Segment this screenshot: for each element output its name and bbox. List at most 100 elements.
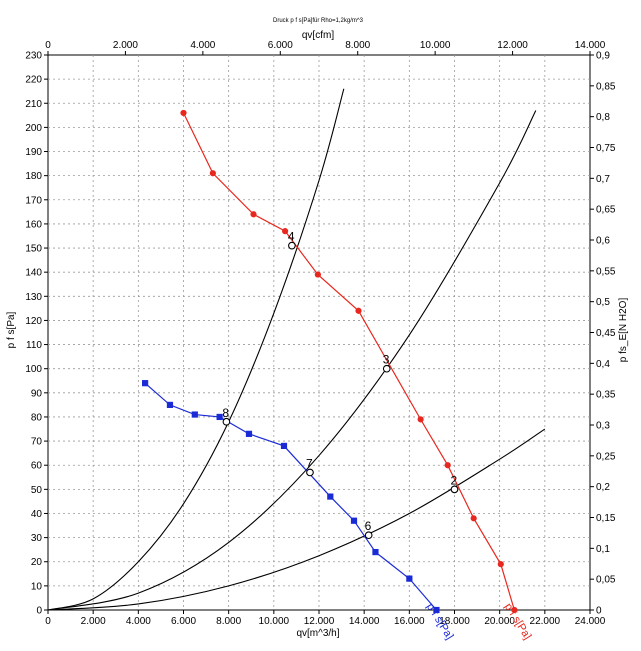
y-tick-label: 210 <box>25 99 42 110</box>
y2-tick-label: 0 <box>596 606 602 617</box>
y2-tick-label: 0,35 <box>596 390 616 401</box>
x-tick-label: 10.000 <box>259 616 290 627</box>
x-tick-label: 24.000 <box>575 616 606 627</box>
data-point-1 <box>180 109 187 117</box>
x2-tick-label: 12.000 <box>497 40 528 51</box>
data-point-1 <box>355 307 362 314</box>
y2-tick-label: 0,3 <box>596 421 610 432</box>
x-tick-label: 20.000 <box>484 616 515 627</box>
operating-point-label: 2 <box>451 473 458 487</box>
y-tick-label: 110 <box>26 340 42 351</box>
y-tick-label: 20 <box>31 557 43 568</box>
plot-area: 0 2.000 4.000 6.000 8.000 10.000 12.000 14.000 1… <box>25 40 616 642</box>
operating-point-marker <box>222 417 231 426</box>
data-point-1 <box>417 416 424 423</box>
x2-tick-label: 10.000 <box>420 40 451 51</box>
data-point-2 <box>216 413 223 421</box>
y2-tick-label: 0,6 <box>596 236 610 247</box>
system-curve-1 <box>47 88 345 611</box>
x-tick-label: 18.000 <box>439 616 470 627</box>
data-point-1 <box>497 561 504 568</box>
x2-tick-label: 2.000 <box>113 40 138 51</box>
x-tick-label: 4.000 <box>126 616 151 627</box>
data-point-1 <box>282 228 289 235</box>
y-tick-label: 80 <box>31 412 43 423</box>
x2-axis-label: qv[cfm] <box>302 30 334 41</box>
y-tick-label: 120 <box>25 316 42 327</box>
x2-tick-label: 4.000 <box>190 40 215 51</box>
data-point-1 <box>314 271 321 278</box>
y-tick-label: 70 <box>31 437 43 448</box>
x-tick-label: 16.000 <box>394 616 425 627</box>
y-tick-label: 170 <box>25 195 42 206</box>
y-tick-label: 200 <box>25 123 42 134</box>
x-tick-label: 14.000 <box>349 616 380 627</box>
y2-tick-label: 0,55 <box>596 266 616 277</box>
chart-title: Druck p f s[Pa]für Rho=1,2kg/m^3 <box>273 18 364 24</box>
operating-point-marker <box>288 241 296 250</box>
data-point-2 <box>166 401 174 408</box>
y-tick-label: 190 <box>25 147 42 158</box>
y2-tick-label: 0,9 <box>596 51 610 62</box>
y2-tick-label: 0,2 <box>596 482 610 493</box>
operating-point-label: 3 <box>383 353 390 367</box>
system-curve-2 <box>47 110 537 611</box>
series-line-1 <box>182 112 515 611</box>
operating-point-label: 7 <box>306 456 313 470</box>
x2-tick-label: 14.000 <box>575 40 606 51</box>
y-tick-label: 100 <box>25 364 42 375</box>
data-point-1 <box>209 170 216 177</box>
operating-point-marker <box>450 485 459 494</box>
data-point-2 <box>142 380 149 387</box>
y-tick-label: 90 <box>31 388 43 399</box>
data-point-1 <box>470 515 477 522</box>
y2-tick-label: 0,25 <box>596 451 616 462</box>
y2-tick-label: 0,7 <box>596 174 610 185</box>
x-tick-label: 6.000 <box>171 616 196 627</box>
y-tick-label: 130 <box>25 292 42 303</box>
x2-tick-label: 6.000 <box>268 40 293 51</box>
x-tick-label: 0 <box>45 616 51 627</box>
data-point-1 <box>511 606 518 614</box>
y-tick-label: 10 <box>31 581 43 592</box>
y-tick-label: 230 <box>25 51 42 62</box>
data-point-2 <box>372 548 379 556</box>
x-axis-label: qv[m^3/h] <box>296 628 339 639</box>
operating-point-marker <box>306 468 314 477</box>
operating-point-label: 6 <box>365 519 372 533</box>
data-point-1 <box>250 211 257 218</box>
x-tick-label: 8.000 <box>216 616 241 627</box>
x2-tick-label: 0 <box>45 40 51 51</box>
operating-point-label: 8 <box>222 406 229 420</box>
y-tick-label: 180 <box>25 171 42 182</box>
y2-tick-label: 0,4 <box>596 359 610 370</box>
y2-tick-label: 0,75 <box>596 143 616 154</box>
x-tick-label: 12.000 <box>304 616 335 627</box>
y2-tick-label: 0,15 <box>596 513 616 524</box>
y-tick-label: 60 <box>31 461 43 472</box>
y2-axis-label: p fs_E[N H2O] <box>618 298 629 363</box>
data-point-2 <box>191 411 198 418</box>
x2-tick-label: 8.000 <box>345 40 370 51</box>
y2-tick-label: 0,1 <box>596 544 610 555</box>
data-point-2 <box>433 606 440 614</box>
operating-point-marker <box>382 364 391 373</box>
y2-tick-label: 0,5 <box>596 297 610 308</box>
data-point-2 <box>245 430 253 437</box>
data-point-2 <box>327 493 334 500</box>
x-tick-label: 22.000 <box>530 616 561 627</box>
y2-tick-label: 0,85 <box>596 81 616 92</box>
y2-tick-label: 0,8 <box>596 112 610 123</box>
x-tick-label: 2.000 <box>81 616 106 627</box>
y-tick-label: 30 <box>31 533 43 544</box>
data-point-2 <box>350 517 358 524</box>
operating-point-label: 4 <box>288 230 295 244</box>
data-point-2 <box>280 442 288 450</box>
y-tick-label: 40 <box>31 509 43 520</box>
data-point-2 <box>406 575 413 582</box>
operating-point-marker <box>364 531 373 540</box>
y2-tick-label: 0,05 <box>596 575 616 586</box>
y-axis-label: p f s[Pa] <box>6 311 17 348</box>
y-tick-label: 140 <box>25 268 42 279</box>
